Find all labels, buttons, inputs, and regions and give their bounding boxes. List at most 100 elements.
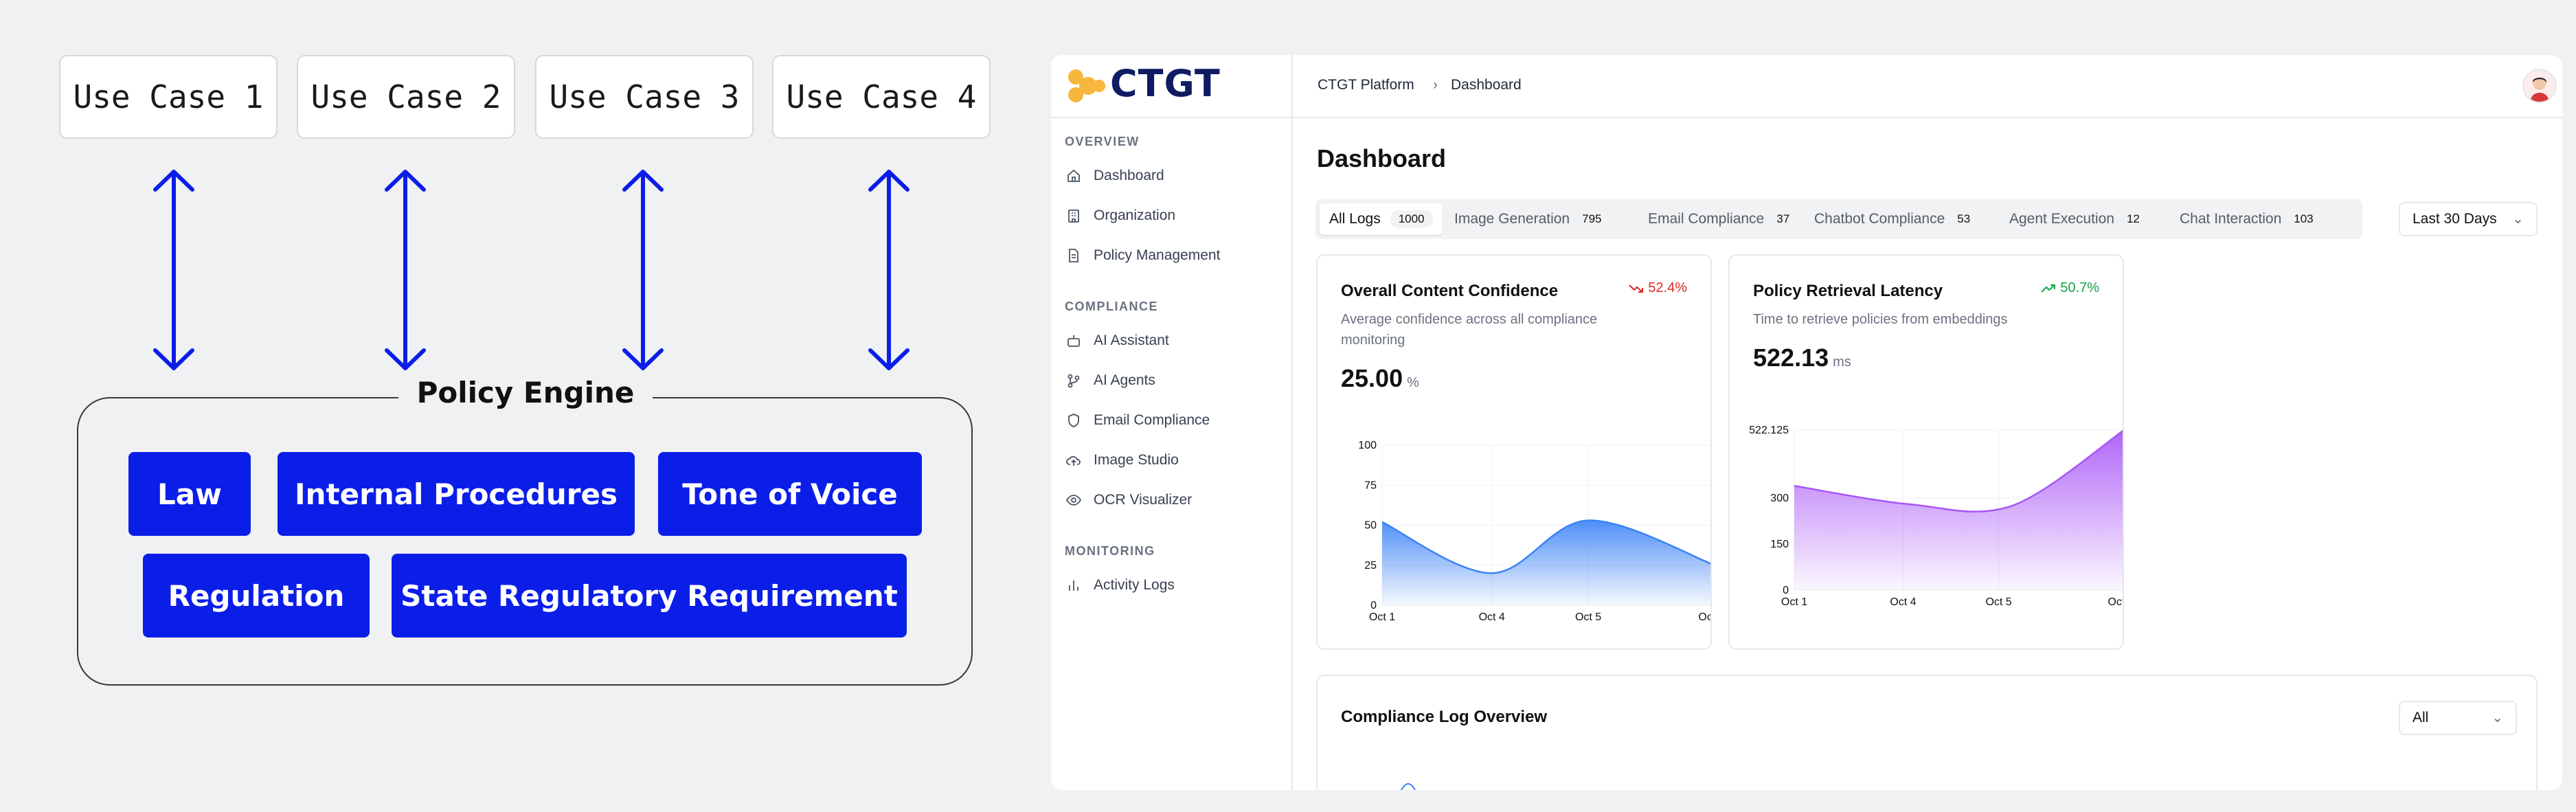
card-retrieval-latency: Policy Retrieval Latency 50.7% Time to r… xyxy=(1728,254,2124,650)
metric-unit: ms xyxy=(1833,354,1851,370)
sidebar-item-organization[interactable]: Organization xyxy=(1065,202,1285,229)
y-tick-label: 522.125 xyxy=(1749,425,1789,436)
sidebar-item-label: AI Agents xyxy=(1094,372,1155,388)
y-tick-label: 75 xyxy=(1364,480,1377,491)
x-tick-label: Oct 19 xyxy=(2108,596,2123,608)
arrow-use-case-1 xyxy=(153,170,194,370)
y-tick-label: 300 xyxy=(1770,493,1789,504)
building-icon xyxy=(1065,207,1083,225)
breadcrumb-root[interactable]: CTGT Platform xyxy=(1318,77,1414,93)
sidebar-item-label: AI Assistant xyxy=(1094,332,1169,348)
arrow-use-case-4 xyxy=(868,170,909,370)
sidebar-item-image-studio[interactable]: Image Studio xyxy=(1065,447,1285,474)
nav-section-monitoring: MONITORING xyxy=(1065,544,1155,558)
series-area xyxy=(1382,520,1710,605)
tab-email-compliance[interactable]: Email Compliance 37 xyxy=(1638,203,1802,235)
delta-value: 50.7% xyxy=(2060,280,2099,295)
arrow-use-case-2 xyxy=(385,170,426,370)
tab-agent-execution[interactable]: Agent Execution 12 xyxy=(2000,203,2152,235)
y-tick-label: 0 xyxy=(1370,600,1377,611)
arrow-use-case-3 xyxy=(622,170,664,370)
card-subtitle: Average confidence across all compliance… xyxy=(1341,312,1598,348)
tab-image-generation[interactable]: Image Generation 795 xyxy=(1445,203,1614,235)
avatar[interactable] xyxy=(2522,69,2557,103)
metric-value: 25.00% xyxy=(1341,364,1419,393)
tab-count: 12 xyxy=(2126,212,2140,225)
date-range-value: Last 30 Days xyxy=(2413,211,2497,227)
policy-regulation: Regulation xyxy=(143,554,370,638)
tab-chatbot-compliance[interactable]: Chatbot Compliance 53 xyxy=(1805,203,1982,235)
overview-filter-value: All xyxy=(2413,710,2429,725)
overview-filter-select[interactable]: All ⌄ xyxy=(2399,701,2517,735)
home-icon xyxy=(1065,167,1083,185)
sidebar-item-ai-agents[interactable]: AI Agents xyxy=(1065,367,1285,394)
tab-label: Image Generation xyxy=(1454,211,1570,227)
series-line xyxy=(1381,519,1710,574)
shield-icon xyxy=(1065,411,1083,429)
compliance-log-overview: Compliance Log Overview All ⌄ xyxy=(1316,675,2538,790)
tab-label: Email Compliance xyxy=(1648,211,1765,227)
ctgt-logo-text[interactable]: CTGT xyxy=(1110,62,1221,105)
tab-all-logs[interactable]: All Logs 1000 xyxy=(1320,203,1443,235)
diagram-arrows xyxy=(153,170,909,370)
nav-section-compliance: COMPLIANCE xyxy=(1065,300,1158,313)
series-area xyxy=(1794,431,2123,590)
tab-count: 795 xyxy=(1582,212,1602,225)
card-title: Overall Content Confidence xyxy=(1341,282,1559,300)
policy-engine-title: Policy Engine xyxy=(398,375,653,411)
delta-value: 52.4% xyxy=(1648,280,1687,295)
sidebar: CTGT OVERVIEW Dashboard Organization Pol… xyxy=(1051,55,1293,790)
log-type-tabs: All Logs 1000 Image Generation 795 Email… xyxy=(1315,199,2362,239)
breadcrumb-separator-icon: › xyxy=(1433,77,1438,93)
x-tick-label: Oct 5 xyxy=(1985,596,2011,608)
logo-row: CTGT xyxy=(1051,55,1291,118)
sidebar-item-label: Organization xyxy=(1094,207,1176,223)
sidebar-item-activity-logs[interactable]: Activity Logs xyxy=(1065,572,1285,599)
x-tick-label: Oct 1 xyxy=(1369,611,1395,623)
branch-icon xyxy=(1065,372,1083,390)
policy-tone-of-voice: Tone of Voice xyxy=(658,452,922,536)
tab-count: 53 xyxy=(1957,212,1971,225)
card-delta: 52.4% xyxy=(1629,280,1687,296)
bot-icon xyxy=(1065,332,1083,350)
tab-label: Chat Interaction xyxy=(2180,211,2282,227)
sidebar-item-email-compliance[interactable]: Email Compliance xyxy=(1065,407,1285,434)
overview-chart-peek xyxy=(1400,783,1416,790)
document-icon xyxy=(1065,247,1083,264)
tab-count: 37 xyxy=(1776,212,1790,225)
use-case-1: Use Case 1 xyxy=(59,55,278,139)
confidence-area-chart: 0 25 50 75 100 Oct 1 Oct 4 Oct 5 Oct 19 xyxy=(1358,440,1710,623)
card-title: Policy Retrieval Latency xyxy=(1753,282,1943,300)
overview-title: Compliance Log Overview xyxy=(1341,708,1548,726)
chevron-down-icon: ⌄ xyxy=(2492,710,2503,725)
tab-label: All Logs xyxy=(1329,211,1381,227)
dashboard-app: CTGT OVERVIEW Dashboard Organization Pol… xyxy=(1051,55,2562,790)
bar-chart-icon xyxy=(1065,576,1083,594)
page-title: Dashboard xyxy=(1317,144,1447,172)
y-tick-label: 100 xyxy=(1358,440,1377,451)
top-bar: CTGT Platform › Dashboard xyxy=(1293,55,2562,118)
x-tick-label: Oct 1 xyxy=(1781,596,1807,608)
use-case-4: Use Case 4 xyxy=(772,55,991,139)
series-line xyxy=(1794,429,2123,512)
tab-count: 1000 xyxy=(1390,210,1433,228)
tab-label: Chatbot Compliance xyxy=(1814,211,1945,227)
tab-chat-interaction[interactable]: Chat Interaction 103 xyxy=(2170,203,2326,235)
sidebar-item-policy-management[interactable]: Policy Management xyxy=(1065,242,1285,269)
eye-icon xyxy=(1065,491,1083,509)
y-tick-label: 50 xyxy=(1364,520,1377,532)
date-range-select[interactable]: Last 30 Days ⌄ xyxy=(2399,202,2538,236)
sidebar-item-ocr-visualizer[interactable]: OCR Visualizer xyxy=(1065,486,1285,514)
x-tick-label: Oct 19 xyxy=(1698,611,1710,623)
sidebar-item-label: Email Compliance xyxy=(1094,412,1210,428)
latency-area-chart: 0 150 300 522.125 Oct 1 Oct 4 Oct 5 Oct 19 xyxy=(1749,425,2123,608)
y-tick-label: 25 xyxy=(1364,560,1377,572)
sidebar-item-ai-assistant[interactable]: AI Assistant xyxy=(1065,327,1285,354)
sidebar-item-label: Image Studio xyxy=(1094,452,1179,468)
nav-section-overview: OVERVIEW xyxy=(1065,135,1140,148)
card-content-confidence: Overall Content Confidence 52.4% Average… xyxy=(1316,254,1712,650)
trend-down-icon xyxy=(1629,284,1644,293)
use-case-3: Use Case 3 xyxy=(535,55,754,139)
sidebar-item-dashboard[interactable]: Dashboard xyxy=(1065,162,1285,190)
sidebar-item-label: Policy Management xyxy=(1094,247,1221,263)
